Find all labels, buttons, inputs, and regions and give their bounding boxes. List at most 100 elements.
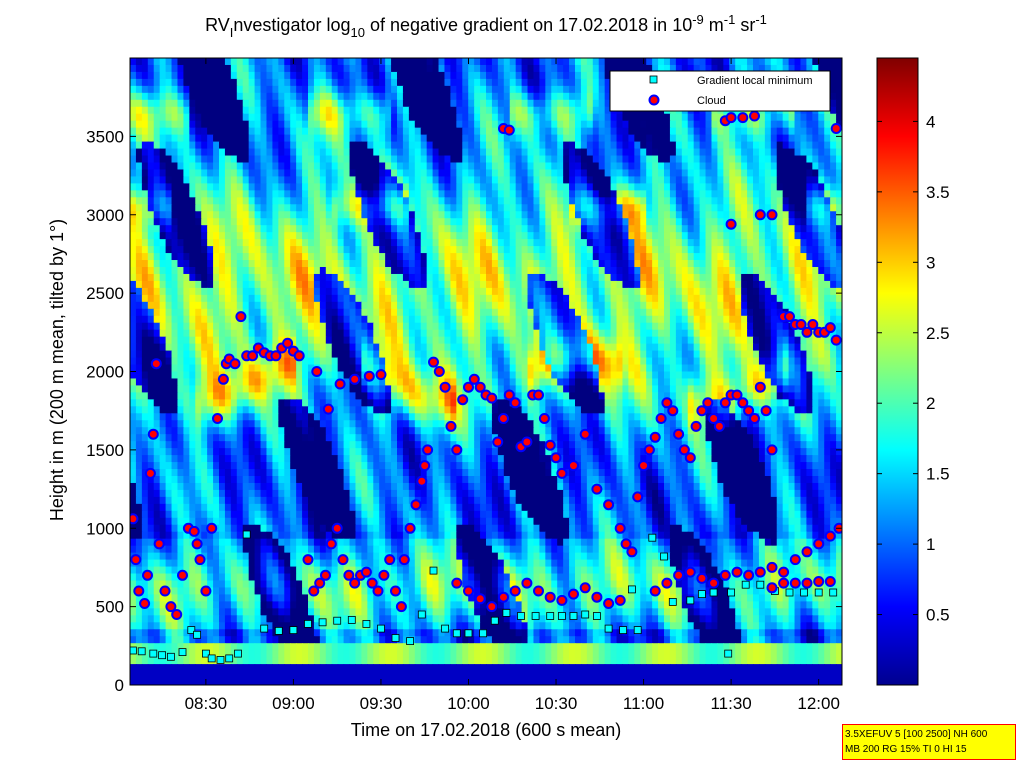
heat-cell [598,85,606,94]
heat-cell [723,301,730,310]
heat-cell [171,211,179,219]
heat-cell [675,322,683,331]
heat-cell [586,225,594,233]
heat-cell [711,58,718,66]
heat-cell [491,71,499,80]
heat-cell [426,127,434,136]
heat-cell [675,204,683,212]
heat-cell [385,329,392,338]
heat-cell [426,301,434,310]
heat-cell [693,267,701,275]
heat-cell [177,169,184,178]
heat-cell [782,287,790,296]
heat-cell [515,280,523,289]
heat-cell [468,239,475,247]
heat-cell [491,141,499,150]
heat-cell [824,246,831,254]
heat-cell [278,99,285,108]
heat-cell [664,301,671,310]
heat-cell [391,141,398,150]
heat-cell [284,78,291,87]
heat-cell [319,141,327,150]
heat-cell [391,225,398,233]
heat-cell [758,239,766,247]
heat-cell [313,246,321,254]
heat-cell [201,315,208,324]
heat-cell [219,336,226,345]
heat-cell [343,343,351,352]
heat-cell [699,225,707,233]
heat-cell [361,253,368,261]
heat-cell [432,162,440,171]
heat-cell [444,169,451,178]
heat-cell [693,273,701,282]
heat-cell [450,58,457,66]
heat-cell [580,155,588,164]
heat-cell [130,176,137,184]
heat-cell [420,232,428,240]
heat-cell [753,197,760,205]
heat-cell [480,211,487,219]
heat-cell [438,343,446,352]
heat-cell [242,92,250,101]
heat-cell [248,92,256,101]
heat-cell [456,85,463,94]
heat-cell [770,329,778,338]
heat-cell [385,155,392,164]
heat-cell [165,78,173,87]
heat-cell [302,113,309,122]
heat-cell [361,127,368,136]
heat-cell [628,308,635,317]
heat-cell [224,120,232,129]
heat-cell [628,127,635,136]
heat-cell [130,301,137,310]
heat-cell [521,329,529,338]
heat-cell [515,127,523,136]
heat-cell [616,134,624,143]
heat-cell [468,280,475,289]
heat-cell [806,315,813,324]
heat-cell [729,190,736,198]
heat-cell [325,267,333,275]
heat-cell [509,155,517,164]
heat-cell [278,232,285,240]
heat-cell [260,71,268,80]
heat-cell [503,260,511,268]
heat-cell [319,246,327,254]
heat-cell [337,246,345,254]
heat-cell [379,169,386,178]
heat-cell [652,287,659,296]
heat-cell [610,176,618,184]
heat-cell [207,343,214,352]
heat-cell [598,92,606,101]
heat-cell [557,141,564,150]
heat-cell [776,162,784,171]
heat-cell [747,169,754,178]
heat-cell [462,225,469,233]
heat-cell [195,197,202,205]
heat-cell [213,85,220,94]
heat-cell [319,176,327,184]
heat-cell [717,253,724,261]
heat-cell [616,322,624,331]
heat-cell [385,336,392,345]
heat-cell [219,301,226,310]
heat-cell [426,246,434,254]
heat-cell [165,190,173,198]
heat-cell [397,294,404,303]
heat-cell [646,273,653,282]
heat-cell [213,176,220,184]
heat-cell [432,106,440,115]
heat-cell [521,239,529,247]
heat-cell [242,232,250,240]
heat-cell [705,113,713,122]
heat-cell [468,78,475,87]
heat-cell [788,253,796,261]
heat-cell [818,58,825,66]
heat-cell [509,239,517,247]
heat-cell [586,183,594,191]
heat-cell [764,267,772,275]
heat-cell [414,225,422,233]
heat-cell [634,176,641,184]
heat-cell [171,71,179,80]
